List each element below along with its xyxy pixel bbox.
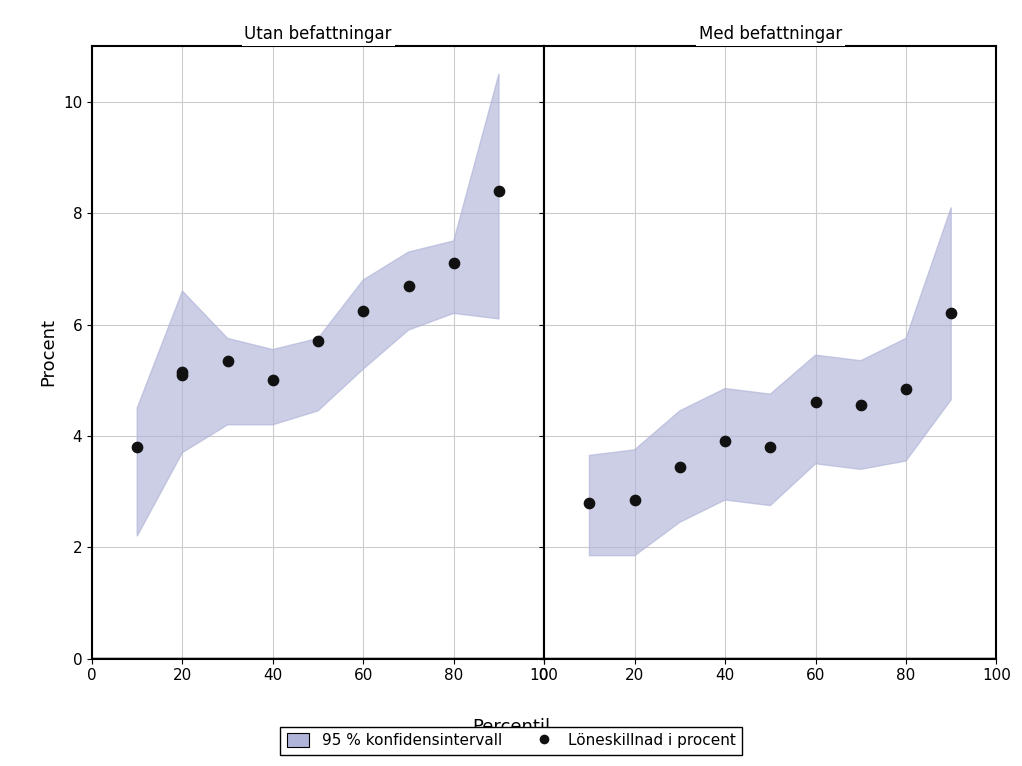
Point: [582, 496, 598, 509]
Polygon shape: [137, 74, 499, 536]
Point: [265, 374, 281, 386]
Point: [762, 441, 779, 453]
Point: [852, 399, 869, 411]
Point: [129, 441, 145, 453]
Title: Utan befattningar: Utan befattningar: [244, 25, 391, 43]
Legend: 95 % konfidensintervall, Löneskillnad i procent: 95 % konfidensintervall, Löneskillnad i …: [280, 727, 742, 755]
Point: [401, 280, 417, 292]
Point: [897, 382, 914, 394]
Point: [626, 494, 643, 506]
Point: [174, 365, 191, 378]
Point: [446, 257, 462, 270]
Point: [220, 355, 236, 367]
Y-axis label: Procent: Procent: [40, 319, 57, 386]
Point: [943, 307, 960, 319]
Point: [310, 335, 326, 347]
Point: [491, 185, 507, 197]
Point: [671, 460, 688, 473]
Title: Med befattningar: Med befattningar: [699, 25, 842, 43]
Text: Percentil: Percentil: [472, 718, 550, 735]
Point: [174, 368, 191, 381]
Point: [807, 396, 824, 408]
Polygon shape: [590, 208, 951, 555]
Point: [356, 304, 372, 316]
Point: [717, 435, 734, 447]
